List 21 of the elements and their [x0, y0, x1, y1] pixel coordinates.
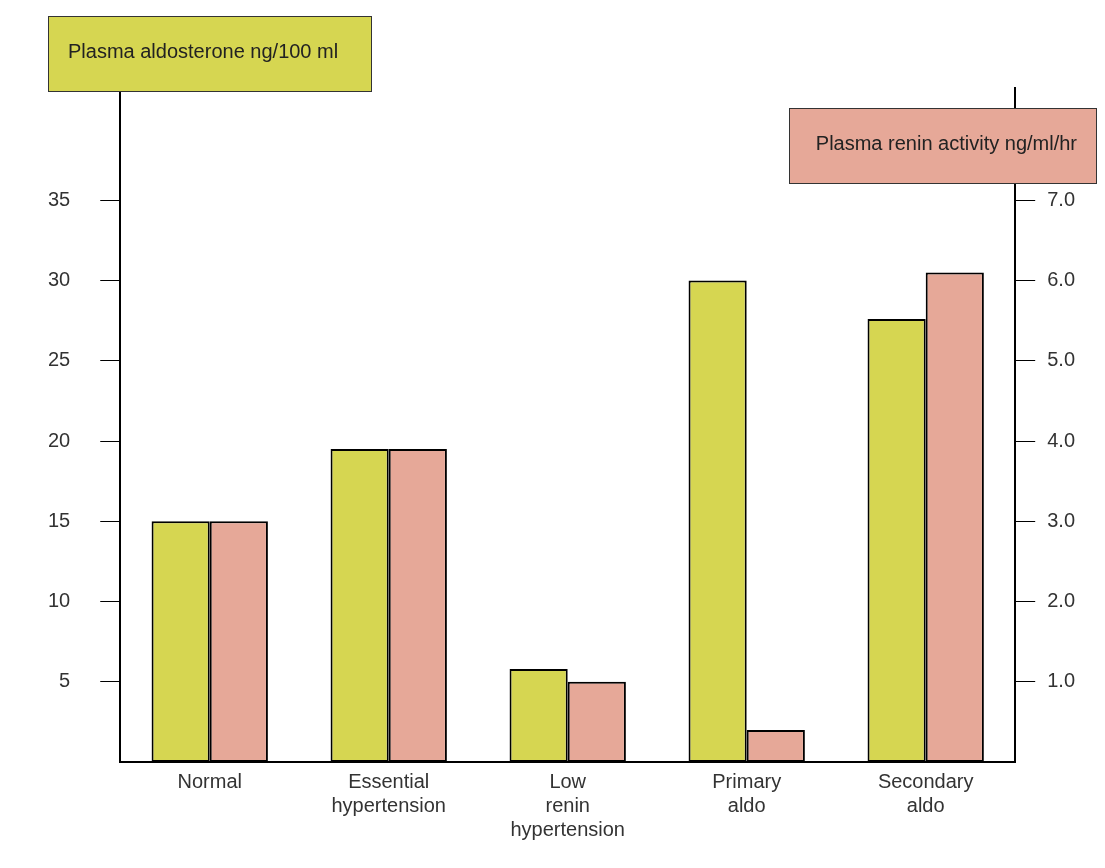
x-tick-label: Normal [177, 769, 242, 792]
y-tick-label: 20 [48, 428, 71, 451]
y-tick-label: 5 [59, 669, 71, 692]
y-tick-label: 15 [48, 508, 71, 531]
y2-tick-label: 6.0 [1047, 268, 1076, 291]
x-tick-label: Low renin hypertension [510, 769, 625, 840]
x-tick-label: Primary aldo [712, 769, 782, 816]
y2-tick-label: 1.0 [1047, 669, 1076, 692]
y2-tick-label: 2.0 [1047, 589, 1076, 612]
y2-tick-label: 3.0 [1047, 508, 1076, 531]
y2-tick-label: 4.0 [1047, 428, 1076, 451]
y-tick-label: 25 [48, 348, 71, 371]
y-tick-label: 35 [48, 187, 71, 210]
x-tick-label: Essential hypertension [331, 769, 446, 816]
y2-tick-label: 5.0 [1047, 348, 1076, 371]
y-tick-label: 30 [48, 268, 71, 291]
y-axis-title: Plasma aldosterone ng/100 ml [67, 39, 340, 64]
y2-tick-label: 7.0 [1047, 187, 1076, 210]
y-tick-label: 10 [48, 589, 71, 612]
y2-axis-title: Plasma renin activity ng/ml/hr [814, 131, 1078, 156]
x-tick-label: Secondary aldo [877, 769, 974, 816]
